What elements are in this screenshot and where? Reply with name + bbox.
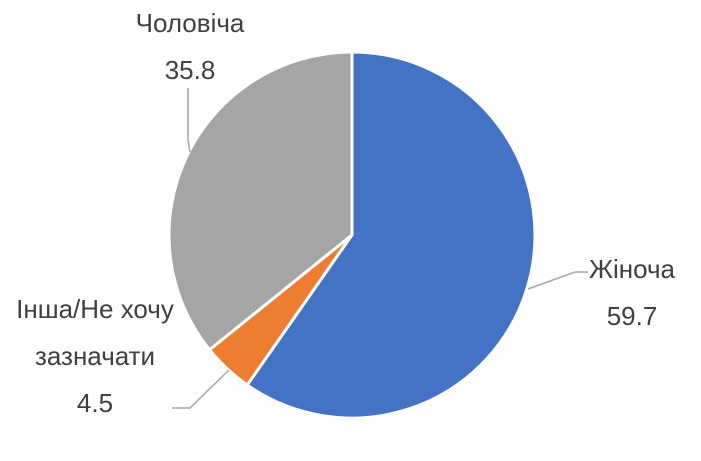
value-label: 59.7: [606, 301, 658, 331]
leader-line: [172, 369, 230, 409]
category-label: Чоловіча: [135, 8, 245, 38]
leader-line: [527, 271, 588, 290]
pie-slice: [167, 50, 354, 352]
pie-slice: [245, 50, 537, 420]
value-label: 35.8: [164, 55, 216, 85]
data-label: Жіноча 59.7: [572, 246, 692, 340]
category-label: Інша/Не хочу зазначати: [16, 294, 174, 371]
data-label: Чоловіча 35.8: [110, 0, 270, 94]
leader-line: [187, 88, 191, 153]
data-label: Інша/Не хочу зазначати 4.5: [10, 286, 180, 427]
category-label: Жіноча: [588, 254, 676, 284]
value-label: 4.5: [76, 388, 114, 418]
